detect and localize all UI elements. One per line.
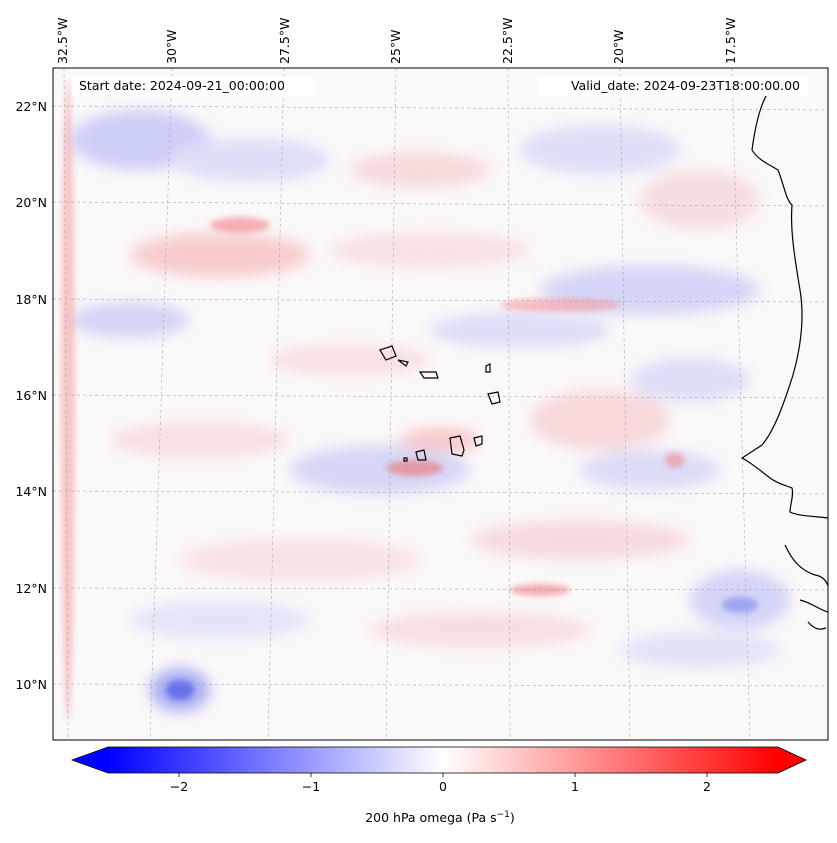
- omega-patches-broad: [70, 110, 790, 712]
- coastlines: [379, 89, 828, 630]
- colorbar-extend-high: [778, 747, 806, 773]
- island-sao-nicolau: [418, 371, 439, 379]
- lat-tick-label: 16°N: [15, 388, 47, 403]
- island-brava: [403, 457, 408, 462]
- island-fogo: [415, 449, 427, 461]
- lat-tick-label: 18°N: [15, 292, 47, 307]
- lon-tick-label: 20°W: [611, 29, 626, 64]
- colorbar-body: [108, 747, 778, 773]
- island-boa-vista: [487, 391, 501, 405]
- start-label-box: [72, 76, 314, 96]
- colorbar-label-exponent: −1: [497, 810, 510, 820]
- colorbar-tick-labels: −2 −1 0 1 2: [170, 779, 711, 794]
- island-maio: [473, 435, 483, 447]
- lon-tick-label: 32.5°W: [55, 18, 70, 64]
- grid-lon-30: [149, 68, 173, 740]
- island-santiago: [449, 435, 465, 457]
- colorbar-ticks: [178, 773, 708, 777]
- colorbar-tick-label: 1: [571, 779, 579, 794]
- lat-tick-label: 12°N: [15, 581, 47, 596]
- grid-lon-17-5: [731, 68, 751, 740]
- island-sal: [485, 363, 491, 373]
- bijagos-coast: [807, 621, 827, 630]
- lat-tick-label: 20°N: [15, 195, 47, 210]
- colorbar-tick-label: 2: [703, 779, 711, 794]
- colorbar-outline: [70, 746, 807, 774]
- grid-lon-20: [619, 68, 631, 740]
- guinea-coast: [784, 544, 828, 587]
- colorbar-label-main: 200 hPa omega (Pa s: [365, 810, 496, 825]
- lat-tick-label: 10°N: [15, 677, 47, 692]
- valid-date-label: Valid_date: 2024-09-23T18:00:00.00: [571, 78, 800, 93]
- colorbar-label-close: ): [510, 810, 515, 825]
- lon-tick-label: 17.5°W: [723, 18, 738, 64]
- lat-tick-labels: 22°N 20°N 18°N 16°N 14°N 12°N 10°N: [15, 99, 47, 692]
- grid-lon-27-5: [267, 68, 285, 740]
- colorbar-label: 200 hPa omega (Pa s−1): [365, 810, 515, 825]
- lon-tick-labels: 32.5°W 30°W 27.5°W 25°W 22.5°W 20°W 17.5…: [55, 18, 738, 64]
- grid-lon-25: [385, 68, 397, 740]
- grid-lon-32-5: [63, 68, 69, 740]
- colorbar-tick-label: 0: [439, 779, 447, 794]
- colorbar-extend-low: [72, 747, 108, 773]
- island-santo-antao: [379, 345, 397, 361]
- valid-label-box: [538, 76, 808, 96]
- colorbar-tick-label: −2: [170, 779, 188, 794]
- island-sao-vicente: [397, 359, 409, 367]
- omega-field: [53, 68, 828, 740]
- colorbar-tick-label: −1: [302, 779, 320, 794]
- lat-tick-label: 14°N: [15, 484, 47, 499]
- grid-lon-22-5: [507, 68, 511, 740]
- map-frame: [52, 67, 829, 741]
- africa-coast: [740, 89, 828, 519]
- lat-tick-label: 22°N: [15, 99, 47, 114]
- omega-patches-fine: [61, 80, 758, 720]
- graticule: [53, 68, 828, 740]
- colorbar: −2 −1 0 1 2 200 hPa omega (Pa s−1): [70, 746, 807, 825]
- lon-tick-label: 30°W: [164, 29, 179, 64]
- lon-tick-label: 22.5°W: [500, 18, 515, 64]
- lon-tick-label: 25°W: [388, 29, 403, 64]
- guinea-coast-south: [799, 599, 828, 613]
- start-date-label: Start date: 2024-09-21_00:00:00: [79, 78, 285, 93]
- lon-tick-label: 27.5°W: [277, 18, 292, 64]
